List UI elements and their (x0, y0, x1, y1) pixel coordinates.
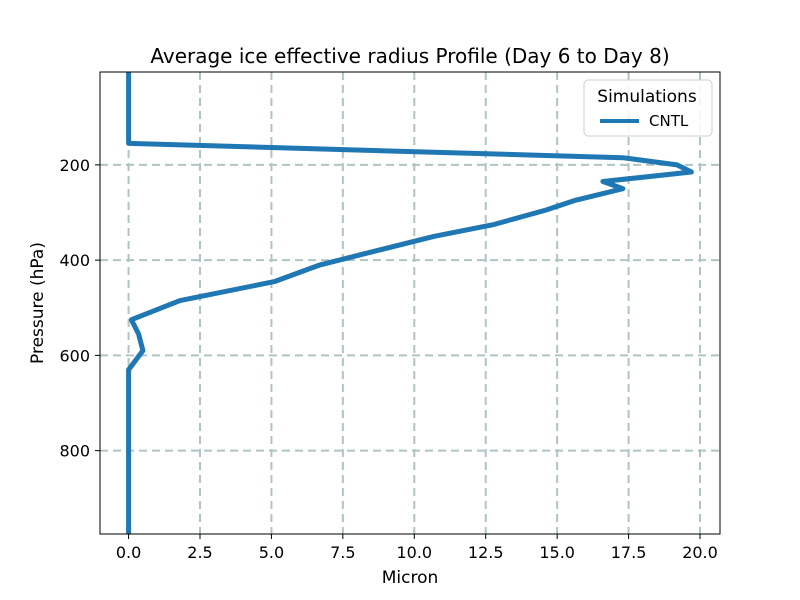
y-tick-label: 600 (59, 346, 90, 365)
x-tick-label: 20.0 (682, 543, 718, 562)
y-axis-title: Pressure (hPa) (28, 242, 48, 364)
x-axis: 0.0 2.5 5.0 7.5 10.0 12.5 15.0 17.5 20.0 (116, 534, 718, 562)
x-tick-label: 15.0 (539, 543, 575, 562)
grid-lines (100, 72, 720, 534)
legend: Simulations CNTL (583, 79, 713, 137)
x-tick-label: 5.0 (259, 543, 284, 562)
y-tick-label: 200 (59, 156, 90, 175)
chart-title: Average ice effective radius Profile (Da… (150, 44, 669, 68)
y-tick-label: 400 (59, 251, 90, 270)
x-tick-label: 10.0 (396, 543, 432, 562)
series-layer (126, 72, 694, 534)
x-tick-label: 2.5 (187, 543, 212, 562)
legend-title: Simulations (597, 87, 697, 107)
x-axis-title: Micron (382, 568, 439, 588)
y-axis: 200 400 600 800 (59, 156, 100, 461)
series-line-cntl (126, 72, 694, 534)
x-tick-label: 17.5 (611, 543, 647, 562)
x-tick-label: 7.5 (330, 543, 355, 562)
legend-label-cntl: CNTL (649, 112, 689, 130)
plot-area-frame (99, 71, 721, 535)
x-tick-label: 0.0 (116, 543, 141, 562)
x-tick-label: 12.5 (468, 543, 504, 562)
y-tick-label: 800 (59, 442, 90, 461)
